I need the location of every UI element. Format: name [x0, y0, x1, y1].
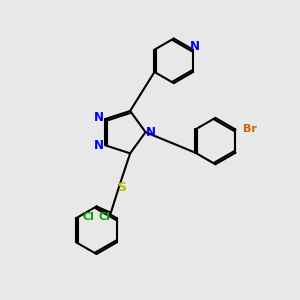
Text: Cl: Cl [82, 212, 94, 222]
Text: N: N [94, 111, 104, 124]
Text: N: N [94, 139, 104, 152]
Text: N: N [190, 40, 200, 53]
Text: S: S [117, 181, 126, 194]
Text: Br: Br [243, 124, 257, 134]
Text: N: N [146, 126, 156, 139]
Text: Cl: Cl [99, 212, 111, 222]
